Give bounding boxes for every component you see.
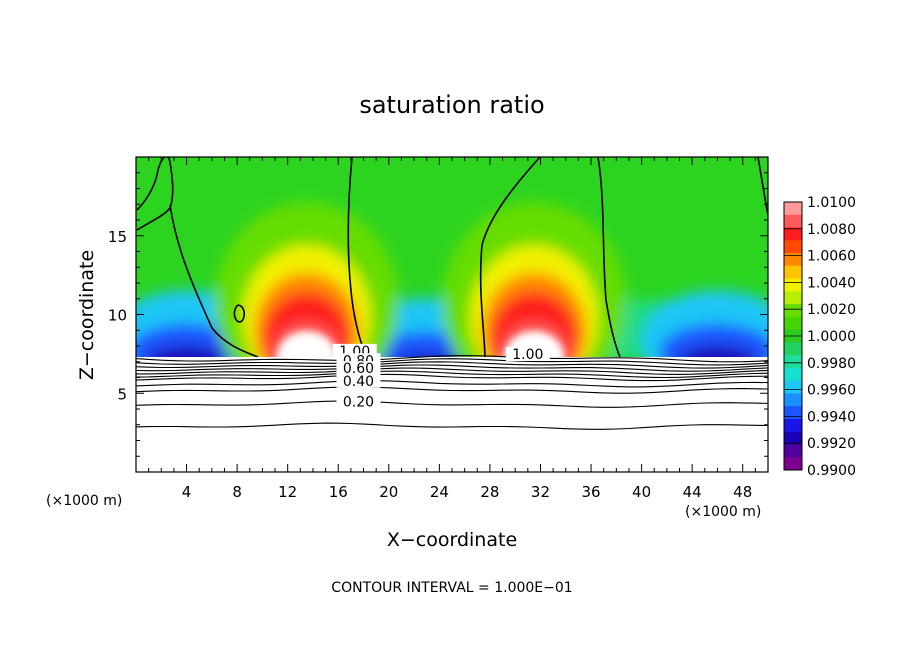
x-unit-left: (×1000 m) — [46, 493, 122, 509]
field-contour-0 — [136, 157, 174, 231]
y-axis-label: Z−coordinate — [76, 250, 98, 380]
y-tick-label-10: 10 — [108, 307, 127, 325]
x-tick-label-48: 48 — [733, 483, 752, 501]
colorbar-swatch-19 — [784, 444, 802, 458]
colorbar-label-10: 0.9900 — [807, 463, 856, 479]
colorbar-swatch-15 — [784, 393, 802, 407]
colorbar-label-5: 1.0000 — [807, 329, 856, 345]
x-tick-label-4: 4 — [182, 483, 192, 501]
contour-label-bg-2 — [336, 361, 381, 376]
colorbar-swatch-2 — [784, 227, 802, 241]
field-contour-3 — [347, 157, 367, 357]
x-axis-label: X−coordinate — [387, 529, 517, 551]
contour-line-9 — [135, 400, 769, 408]
y-tick-label-5: 5 — [117, 385, 127, 403]
contour-line-5 — [135, 370, 769, 379]
saturation-field — [136, 157, 768, 357]
colorbar-label-2: 1.0060 — [807, 249, 856, 265]
contour-lines — [135, 355, 769, 430]
warm-core-0 — [276, 331, 337, 357]
colorbar-swatch-3 — [784, 240, 802, 254]
colorbar-swatch-13 — [784, 367, 802, 382]
field-contour-2 — [233, 304, 246, 323]
field-gradients — [136, 202, 768, 357]
colorbar-swatch-20 — [784, 457, 802, 471]
contour-line-3 — [135, 364, 769, 372]
x-tick-label-8: 8 — [232, 483, 242, 501]
x-tick-label-36: 36 — [581, 483, 600, 501]
colorbar-swatch-6 — [784, 278, 802, 292]
colorbar-swatch-7 — [784, 291, 802, 305]
contour-interval-note: CONTOUR INTERVAL = 1.000E−01 — [331, 580, 572, 596]
field-contour-5 — [597, 157, 621, 357]
y-tick-label-15: 15 — [108, 228, 127, 246]
x-tick-label-16: 16 — [329, 483, 348, 501]
x-unit-right: (×1000 m) — [685, 504, 761, 520]
colorbar-label-8: 0.9940 — [807, 409, 856, 425]
contour-label-5: 1.00 — [512, 347, 543, 363]
colorbar-swatch-4 — [784, 253, 802, 267]
colorbar-swatch-14 — [784, 380, 802, 394]
dry-region-mid-2 — [659, 324, 768, 357]
colorbar-label-6: 0.9980 — [807, 356, 856, 372]
colorbar-swatch-17 — [784, 418, 802, 433]
contour-label-bg-5 — [505, 347, 550, 362]
colorbar-swatch-11 — [784, 342, 802, 356]
contour-line-10 — [135, 422, 769, 430]
contour-label-bg-4 — [336, 394, 381, 409]
colorbar-swatch-5 — [784, 265, 802, 280]
colorbar: 1.0100 1.0080 1.0060 1.0040 1.0020 1.0000 0.99… — [783, 195, 856, 479]
field-contour-6 — [757, 157, 768, 216]
colorbar-swatch-1 — [784, 214, 802, 229]
dry-region-mid-0 — [136, 324, 245, 357]
x-tick-label-40: 40 — [632, 483, 651, 501]
colorbar-label-1: 1.0080 — [807, 222, 856, 238]
colorbar-swatch-8 — [784, 304, 802, 318]
colorbar-label-7: 0.9960 — [807, 383, 856, 399]
x-tick-label-32: 32 — [531, 483, 550, 501]
field-contour-4 — [479, 157, 541, 357]
x-tick-label-44: 44 — [683, 483, 702, 501]
dry-region-core-2 — [678, 346, 757, 357]
contour-line-1 — [135, 358, 769, 366]
chart-title: saturation ratio — [359, 91, 544, 119]
field-contours — [136, 157, 768, 357]
x-tick-label-12: 12 — [278, 483, 297, 501]
colorbar-label-4: 1.0020 — [807, 302, 856, 318]
contour-line-6 — [135, 373, 769, 382]
field-contour-1 — [169, 204, 259, 357]
colorbar-label-0: 1.0100 — [807, 195, 856, 211]
colorbar-label-3: 1.0040 — [807, 275, 856, 291]
dry-region-core-0 — [147, 346, 226, 357]
contour-line-2 — [135, 361, 769, 369]
contour-line-8 — [135, 386, 769, 394]
contour-label-2: 0.60 — [343, 361, 374, 377]
colorbar-swatch-18 — [784, 431, 802, 445]
contour-line-7 — [135, 380, 769, 388]
x-tick-label-24: 24 — [430, 483, 449, 501]
contour-label-3: 0.40 — [343, 374, 374, 390]
x-tick-label-20: 20 — [379, 483, 398, 501]
contour-line-0 — [135, 355, 769, 363]
contour-line-4 — [135, 367, 769, 375]
colorbar-label-9: 0.9920 — [807, 436, 856, 452]
colorbar-swatch-9 — [784, 316, 802, 331]
contour-label-4: 0.20 — [343, 394, 374, 410]
contour-label-bg-3 — [336, 373, 381, 388]
lower-region — [136, 357, 768, 472]
colorbar-swatch-16 — [784, 406, 802, 420]
colorbar-swatch-0 — [784, 202, 802, 216]
x-tick-label-28: 28 — [480, 483, 499, 501]
colorbar-swatch-12 — [784, 355, 802, 369]
